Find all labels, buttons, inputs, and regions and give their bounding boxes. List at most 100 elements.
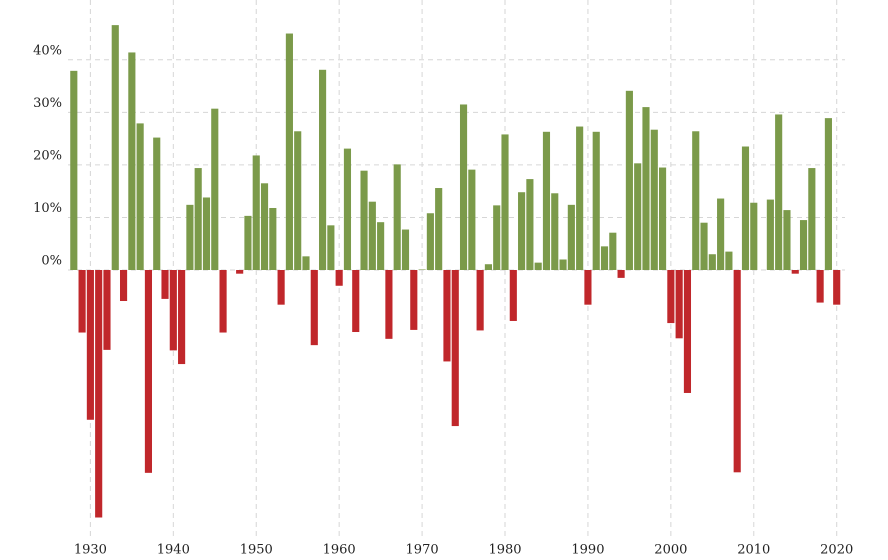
y-tick-label: 30% [33, 96, 62, 111]
bar [219, 270, 227, 333]
y-tick-label: 40% [33, 43, 62, 58]
x-tick-label: 1990 [571, 543, 604, 558]
bar [526, 179, 534, 270]
bar [766, 199, 774, 270]
bar [78, 270, 86, 333]
bar [343, 148, 352, 270]
bar [493, 205, 501, 270]
bar [650, 129, 658, 270]
bar [717, 198, 725, 270]
bar [128, 52, 136, 271]
bar [642, 107, 650, 270]
x-tick-label: 2010 [737, 543, 770, 558]
bar [352, 270, 360, 333]
bar [634, 163, 642, 270]
bar [509, 270, 517, 321]
bar [285, 33, 293, 270]
bar [700, 222, 708, 270]
bar [791, 270, 799, 274]
bar [559, 259, 567, 270]
bar [484, 264, 492, 270]
y-tick-label: 0% [41, 254, 62, 269]
bar [617, 270, 625, 278]
bar [260, 183, 269, 270]
bar [750, 202, 758, 270]
bar [302, 256, 310, 270]
bar [534, 262, 542, 270]
bar [385, 270, 393, 339]
bar [518, 192, 526, 270]
bar [576, 126, 584, 271]
bar [551, 193, 559, 270]
bar [277, 270, 285, 305]
bar [683, 270, 692, 393]
y-tick-label: 20% [33, 148, 62, 163]
bar [236, 270, 244, 274]
bar [592, 131, 600, 270]
bar [609, 232, 617, 270]
bar [252, 155, 260, 270]
bar [111, 25, 119, 271]
bar [335, 270, 343, 286]
bar [775, 114, 783, 271]
bar [401, 229, 410, 270]
bar [360, 170, 368, 270]
x-tick-label: 1950 [240, 543, 273, 558]
x-tick-label: 2020 [820, 543, 853, 558]
x-tick-label: 1960 [323, 543, 356, 558]
bar [161, 270, 169, 299]
bar [725, 251, 733, 270]
x-tick-label: 1980 [488, 543, 521, 558]
bar [153, 137, 161, 270]
bar [178, 270, 186, 365]
bar [600, 246, 609, 270]
bar [169, 270, 177, 351]
bar [733, 270, 741, 473]
bar [675, 270, 683, 339]
x-tick-label: 1970 [406, 543, 439, 558]
bar [667, 270, 675, 324]
bar [435, 188, 443, 270]
x-tick-label: 2000 [654, 543, 687, 558]
bar [393, 164, 401, 270]
bar [451, 270, 459, 427]
bar [294, 131, 302, 270]
bar [86, 270, 94, 420]
bar [310, 270, 318, 346]
bar [144, 270, 153, 473]
bar [244, 215, 252, 270]
bar [319, 69, 327, 270]
bar [783, 210, 791, 270]
bar [542, 131, 551, 270]
bar [119, 270, 128, 302]
bar [410, 270, 418, 330]
x-tick-label: 1940 [157, 543, 190, 558]
bar [377, 222, 385, 270]
bar [659, 167, 667, 270]
bar [468, 169, 476, 270]
bar [476, 270, 484, 331]
bar [816, 270, 824, 303]
bar [426, 213, 434, 270]
bar [103, 270, 111, 350]
bar [625, 90, 633, 270]
bar [368, 201, 376, 270]
bar [708, 254, 716, 270]
bar [202, 197, 211, 270]
bar [418, 269, 426, 270]
bar [327, 225, 335, 270]
bar [567, 204, 575, 270]
bar [70, 70, 78, 270]
bar [136, 123, 144, 270]
bar [741, 146, 750, 270]
bar [501, 134, 509, 270]
x-tick-label: 1930 [74, 543, 107, 558]
bar [824, 118, 832, 270]
bar [186, 204, 194, 270]
bar [194, 168, 202, 270]
bar [692, 131, 700, 270]
bar [799, 220, 808, 270]
y-tick-label: 10% [33, 201, 62, 216]
bar [584, 270, 592, 305]
